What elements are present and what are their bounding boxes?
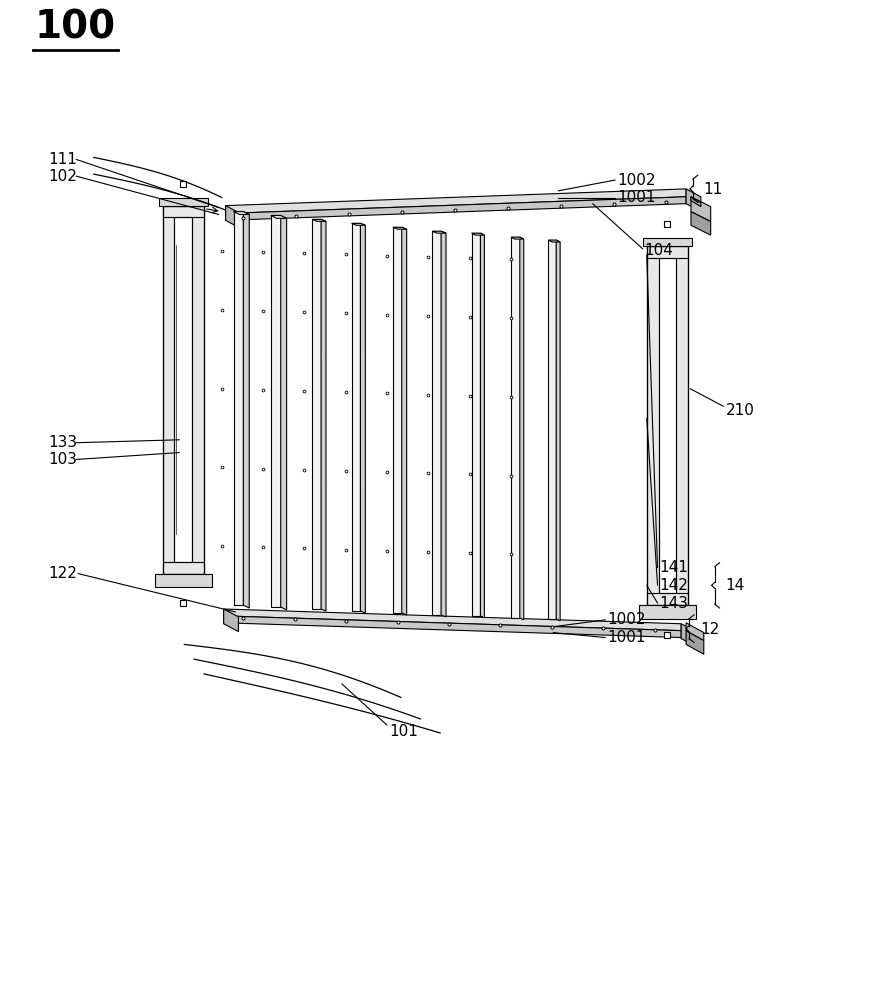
Polygon shape (472, 233, 480, 616)
Text: 1001: 1001 (617, 190, 655, 205)
Text: 14: 14 (725, 578, 745, 593)
Polygon shape (360, 223, 366, 613)
Polygon shape (643, 238, 692, 246)
Polygon shape (401, 227, 407, 615)
Polygon shape (321, 219, 326, 611)
Polygon shape (351, 223, 360, 611)
Polygon shape (233, 212, 249, 214)
Polygon shape (472, 233, 485, 235)
Polygon shape (225, 189, 686, 213)
Polygon shape (646, 593, 688, 605)
Polygon shape (224, 609, 681, 631)
Polygon shape (163, 562, 204, 574)
Text: 122: 122 (48, 566, 78, 581)
Polygon shape (392, 227, 401, 613)
Text: 141: 141 (660, 560, 688, 575)
Polygon shape (646, 246, 659, 605)
Polygon shape (432, 231, 446, 233)
Polygon shape (155, 574, 212, 587)
Polygon shape (233, 212, 243, 605)
Text: 103: 103 (48, 452, 78, 467)
Polygon shape (548, 240, 556, 619)
Text: 143: 143 (660, 596, 688, 611)
Polygon shape (271, 215, 287, 218)
Text: 142: 142 (660, 578, 688, 593)
Polygon shape (691, 197, 711, 221)
Text: 102: 102 (48, 169, 78, 184)
Polygon shape (686, 189, 701, 212)
Polygon shape (691, 197, 701, 207)
Polygon shape (639, 605, 696, 619)
Polygon shape (511, 237, 524, 239)
Polygon shape (441, 231, 446, 617)
Polygon shape (548, 240, 561, 242)
Polygon shape (686, 631, 704, 654)
Text: 1001: 1001 (607, 630, 645, 645)
Polygon shape (224, 609, 239, 632)
Polygon shape (691, 212, 711, 235)
Polygon shape (646, 246, 688, 258)
Polygon shape (271, 215, 281, 607)
Text: 133: 133 (48, 435, 78, 450)
Polygon shape (159, 198, 208, 206)
Polygon shape (519, 237, 524, 620)
Text: 100: 100 (35, 8, 116, 46)
Polygon shape (243, 212, 249, 608)
Polygon shape (163, 206, 174, 574)
Polygon shape (556, 240, 561, 621)
Polygon shape (312, 219, 321, 609)
Polygon shape (225, 206, 240, 228)
Polygon shape (225, 197, 686, 220)
Text: 101: 101 (389, 724, 417, 739)
Polygon shape (281, 215, 287, 610)
Text: 104: 104 (645, 243, 674, 258)
Text: 111: 111 (48, 152, 78, 167)
Polygon shape (392, 227, 407, 229)
Text: 1002: 1002 (607, 612, 645, 627)
Polygon shape (686, 623, 704, 640)
Polygon shape (511, 237, 519, 618)
Polygon shape (432, 231, 441, 615)
Polygon shape (480, 233, 485, 618)
Polygon shape (312, 219, 326, 221)
Text: 1002: 1002 (617, 173, 655, 188)
Polygon shape (351, 223, 366, 225)
Polygon shape (224, 616, 681, 638)
Polygon shape (681, 624, 696, 646)
Polygon shape (192, 206, 204, 574)
Text: 12: 12 (700, 622, 719, 637)
Polygon shape (676, 246, 688, 605)
Text: 11: 11 (704, 182, 723, 197)
Text: 210: 210 (725, 403, 755, 418)
Polygon shape (163, 206, 204, 217)
